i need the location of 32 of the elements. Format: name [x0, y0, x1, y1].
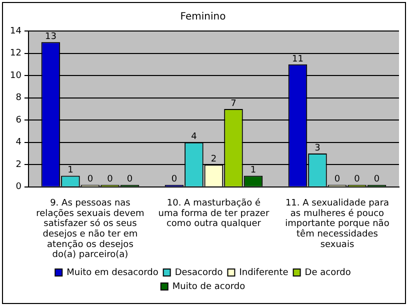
- data-label: 0: [334, 174, 340, 185]
- data-label: 0: [354, 174, 360, 185]
- y-tick-label: 8: [16, 93, 22, 104]
- chart-title: Feminino: [180, 12, 226, 23]
- data-label: 0: [107, 174, 114, 185]
- y-tick-label: 2: [16, 160, 22, 170]
- legend-label: Muito em desacordo: [66, 268, 159, 278]
- data-label: 4: [191, 132, 198, 142]
- data-label: 0: [87, 174, 94, 185]
- data-label: 0: [171, 174, 178, 185]
- x-tick-label: 10. A masturbação é uma forma de ter prazer como outra qualquer: [158, 197, 270, 230]
- x-tick-label: 9. As pessoas nas relações sexuais devem satisfazer só os seus desejos e não ter em atenção os desejos do(a) parceiro(a): [36, 198, 144, 260]
- data-label: 1: [68, 166, 74, 176]
- legend-label: Indiferente: [239, 268, 289, 278]
- y-tick-label: 14: [10, 26, 22, 36]
- data-label: 1: [250, 166, 256, 176]
- x-tick-label: 11. A sexualidade para as mulheres é pouco importante porque não têm necessidades sexuais: [285, 198, 390, 250]
- legend-label: Muito de acordo: [172, 282, 246, 292]
- legend-label: De acordo: [304, 268, 352, 278]
- data-label: 7: [230, 98, 236, 109]
- data-label: 13: [44, 32, 56, 42]
- data-label: 0: [374, 174, 380, 185]
- data-label: 3: [314, 143, 320, 154]
- legend-label: Desacordo: [174, 268, 224, 278]
- y-tick-label: 10: [10, 70, 22, 81]
- data-label: 2: [210, 154, 217, 164]
- data-label: 11: [292, 54, 304, 64]
- data-label: 0: [126, 174, 133, 185]
- y-tick-label: 4: [16, 138, 22, 148]
- y-tick-label: 0: [16, 182, 22, 192]
- y-tick-label: 6: [16, 115, 22, 126]
- y-tick-label: 12: [10, 48, 22, 59]
